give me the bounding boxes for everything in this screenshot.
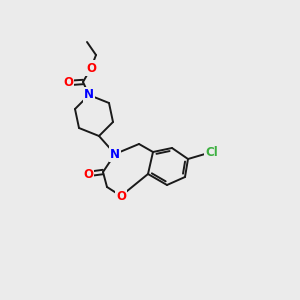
Text: O: O (116, 190, 126, 202)
Text: O: O (83, 167, 93, 181)
Text: O: O (63, 76, 73, 89)
Text: Cl: Cl (206, 146, 218, 158)
Text: N: N (84, 88, 94, 101)
Text: N: N (110, 148, 120, 160)
Text: O: O (86, 61, 96, 74)
